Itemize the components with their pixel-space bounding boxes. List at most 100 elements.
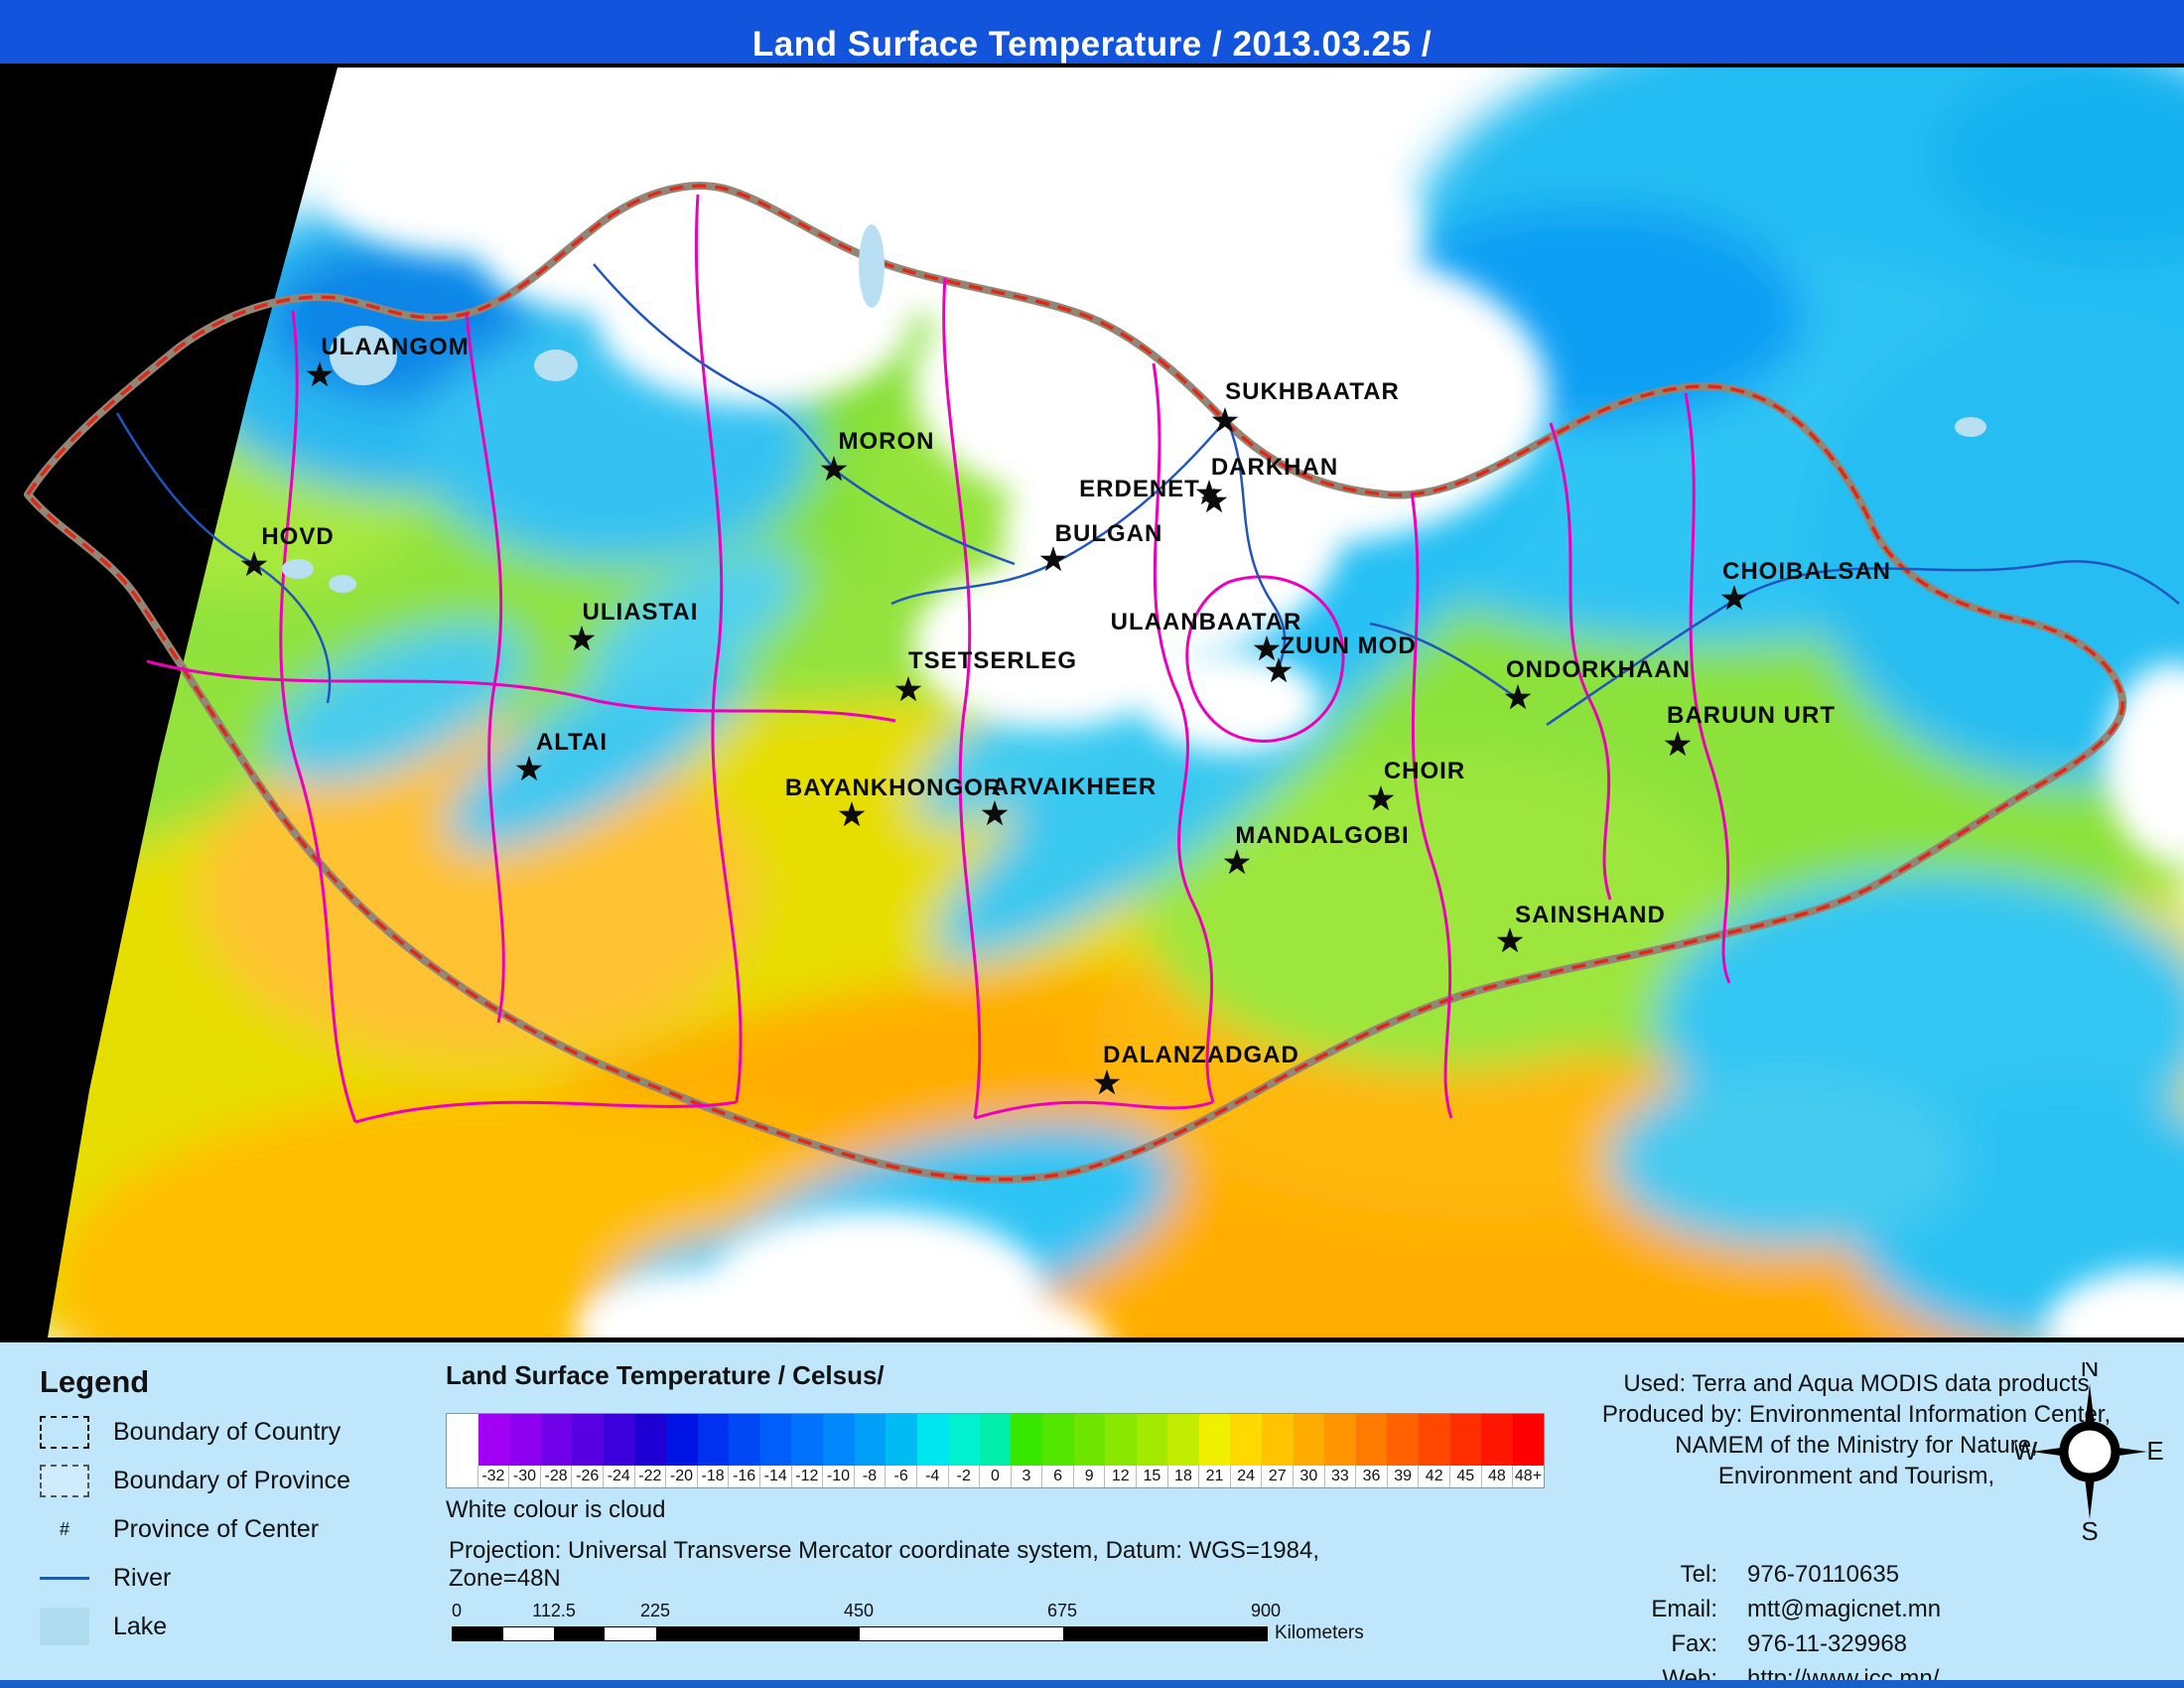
scalebar-unit: Kilometers <box>1275 1622 1364 1643</box>
city-label: ALTAI <box>536 729 608 756</box>
colorbar-cell <box>603 1414 635 1466</box>
separator-bottom <box>0 1337 2184 1342</box>
colorbar-cell <box>447 1414 478 1466</box>
city-label: SAINSHAND <box>1515 902 1666 928</box>
contact-value: 976-70110635 <box>1747 1561 1900 1588</box>
colorbar-cell <box>1355 1414 1388 1466</box>
colorbar-cells <box>447 1414 1545 1466</box>
contact-block: Tel: 976-70110635 Email: mtt@magicnet.mn… <box>1608 1557 2025 1688</box>
colorbar-cell <box>759 1414 792 1466</box>
colorbar-tick: 3 <box>1010 1466 1042 1487</box>
colorbar-cell <box>822 1414 855 1466</box>
colorbar-tick: 9 <box>1072 1466 1105 1487</box>
colorbar-tick: -24 <box>602 1466 634 1487</box>
scalebar-tick: 900 <box>1250 1601 1282 1620</box>
colorbar-tick: 39 <box>1386 1466 1419 1487</box>
colorbar-tick: -8 <box>853 1466 886 1487</box>
city-label: ERDENET <box>1079 476 1200 502</box>
province-center-symbol: # <box>59 1518 69 1539</box>
colorbar-tick: 21 <box>1198 1466 1230 1487</box>
colorbar-cell <box>1230 1414 1263 1466</box>
city-label: MANDALGOBI <box>1235 822 1409 849</box>
colorbar-cell <box>886 1414 917 1466</box>
city-star-icon <box>894 676 922 702</box>
contact-value: mtt@magicnet.mn <box>1747 1596 1942 1622</box>
colorbar-cell <box>1293 1414 1325 1466</box>
colorbar-cell <box>1167 1414 1199 1466</box>
compass-w-label: W <box>2015 1436 2038 1466</box>
city-star-icon <box>1039 546 1067 572</box>
scalebar-segment <box>554 1627 605 1640</box>
legend-heading: Legend <box>40 1364 150 1399</box>
lakes <box>282 224 1986 593</box>
city-label: BULGAN <box>1055 520 1163 547</box>
scalebar-segment <box>453 1627 503 1640</box>
colorbar-cell <box>1262 1414 1294 1466</box>
legend-item-label: Lake <box>113 1612 168 1640</box>
compass-s-label: S <box>2081 1516 2098 1541</box>
colorbar-cell <box>634 1414 667 1466</box>
city-star-icon <box>515 756 543 781</box>
scale-bar: 0 112.5 225 450 675 900 Kilometers <box>449 1601 1422 1658</box>
legend-item-label: River <box>113 1563 172 1592</box>
city-label: ONDORKHAAN <box>1506 656 1691 683</box>
colorbar-cell <box>1073 1414 1106 1466</box>
city-label: TSETSERLEG <box>908 647 1077 674</box>
credits-line: Environment and Tourism, <box>1717 1463 1995 1489</box>
scalebar-segment <box>860 1627 1063 1640</box>
city-star-icon <box>1504 684 1532 710</box>
credits-line: Produced by: Environmental Information C… <box>1601 1401 2112 1428</box>
city-star-icon <box>1195 480 1223 505</box>
colorbar-tick: 42 <box>1418 1466 1449 1487</box>
colorbar-cell <box>1387 1414 1419 1466</box>
contact-row-email: Email: mtt@magicnet.mn <box>1608 1592 2025 1626</box>
city-star-icon <box>306 361 334 387</box>
river-line-swatch <box>40 1576 89 1580</box>
colorbar-tick: 18 <box>1166 1466 1199 1487</box>
colorbar-tick: 0 <box>979 1466 1011 1487</box>
colorbar-tick: -16 <box>728 1466 759 1487</box>
colorbar-tick: -18 <box>696 1466 729 1487</box>
city-star-icon <box>1265 657 1293 683</box>
colorbar-cell <box>791 1414 823 1466</box>
contact-label: Email: <box>1651 1596 1717 1622</box>
colorbar-tick: -22 <box>633 1466 666 1487</box>
contact-row-fax: Fax: 976-11-329968 <box>1608 1626 2025 1661</box>
city-label: ARVAIKHEER <box>992 774 1157 800</box>
colorbar-tick: -30 <box>508 1466 540 1487</box>
city-star-icon <box>1253 635 1281 661</box>
colorbar-tick: -2 <box>947 1466 980 1487</box>
scalebar-segment <box>503 1627 554 1640</box>
scalebar-tick: 112.5 <box>532 1601 576 1620</box>
scalebar-tick: 675 <box>1046 1601 1078 1620</box>
colorbar-cell <box>540 1414 573 1466</box>
colorbar-cell <box>1041 1414 1074 1466</box>
colorbar: -32 -30 -28 -26 -24 -22 -20 -18 -16 -14 -12 -10 -8 -6… <box>446 1413 1545 1488</box>
city-star-icon <box>820 456 848 482</box>
city-label: ULAANGOM <box>321 334 469 360</box>
colorbar-cell <box>979 1414 1012 1466</box>
colorbar-tick: -4 <box>915 1466 948 1487</box>
colorbar-tick: -10 <box>822 1466 854 1487</box>
colorbar-cell <box>729 1414 760 1466</box>
map-canvas: ULAANGOM HOVD MORON SUKHBAATAR DARKHAN ERDENE… <box>0 68 2184 1337</box>
colorbar-cell <box>1136 1414 1168 1466</box>
contact-row-tel: Tel: 976-70110635 <box>1608 1557 2025 1592</box>
colorbar-tick: 12 <box>1104 1466 1136 1487</box>
city-star-icon <box>568 626 596 651</box>
colorbar-tick: -14 <box>758 1466 791 1487</box>
country-boundary-swatch <box>40 1415 89 1449</box>
colorbar-cell <box>1105 1414 1137 1466</box>
colorbar-tick-labels: -32 -30 -28 -26 -24 -22 -20 -18 -16 -14 -12 -10 -8 -6… <box>447 1466 1544 1487</box>
colorbar-tick: -28 <box>539 1466 572 1487</box>
city-label: ULIASTAI <box>583 599 699 626</box>
legend-item-province: Boundary of Province <box>40 1463 417 1498</box>
colorbar-cell <box>509 1414 541 1466</box>
colorbar-cell <box>1449 1414 1482 1466</box>
city-label: BARUUN URT <box>1667 702 1836 729</box>
colorbar-cell <box>1198 1414 1231 1466</box>
city-star-icon <box>1200 488 1228 513</box>
scalebar-segments <box>452 1626 1268 1641</box>
scalebar-segment <box>1063 1627 1267 1640</box>
city-label: SUKHBAATAR <box>1225 378 1400 405</box>
